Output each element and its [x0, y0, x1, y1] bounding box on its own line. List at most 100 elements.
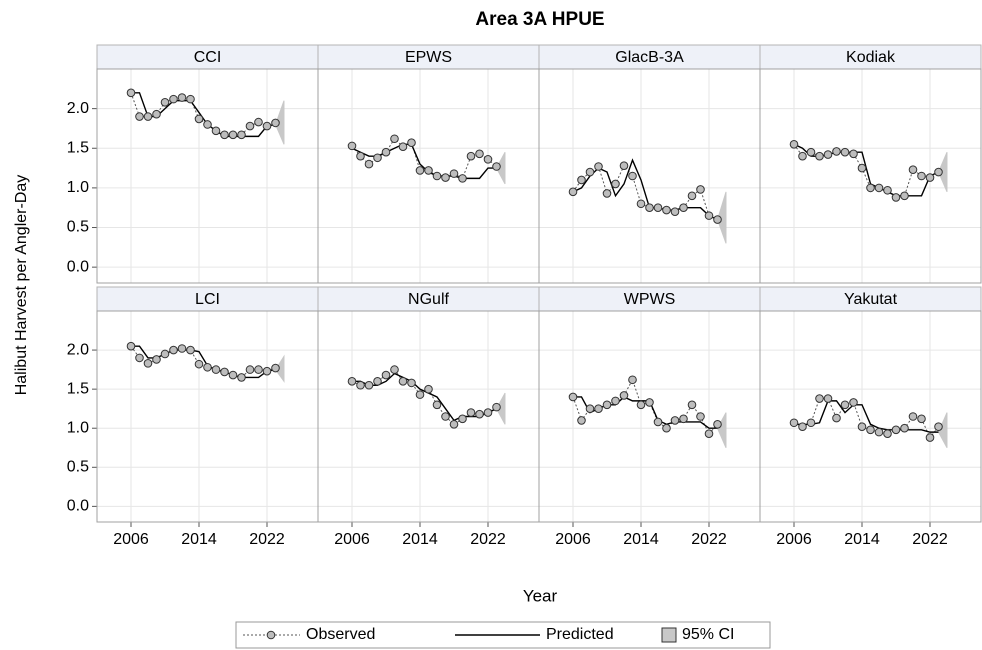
- observed-point: [602, 400, 612, 410]
- observed-point: [398, 142, 408, 151]
- observed-point: [262, 121, 272, 131]
- observed-point: [458, 414, 467, 424]
- observed-point: [135, 112, 144, 121]
- observed-point: [789, 418, 799, 428]
- chart-title: Area 3A HPUE: [475, 9, 604, 30]
- observed-point: [568, 187, 578, 197]
- panel-title: GlacB-3A: [615, 49, 684, 66]
- observed-point: [415, 166, 425, 175]
- observed-point: [466, 408, 476, 417]
- observed-point: [789, 139, 799, 149]
- ci-band: [274, 354, 285, 383]
- ci-band: [495, 392, 506, 425]
- observed-point: [262, 366, 272, 376]
- panel-title: EPWS: [405, 49, 452, 66]
- observed-point: [169, 345, 178, 355]
- observed-point: [653, 203, 663, 213]
- observed-point: [891, 425, 901, 435]
- observed-point: [849, 149, 858, 159]
- observed-point: [934, 167, 943, 177]
- panel-border: [759, 68, 982, 284]
- panel-frame: [539, 311, 760, 522]
- observed-point: [373, 377, 382, 386]
- observed-point: [874, 183, 884, 193]
- y-tick-label: 0.5: [67, 459, 89, 476]
- observed-point: [645, 203, 654, 213]
- observed-point: [815, 151, 824, 161]
- observed-point: [271, 118, 280, 128]
- y-tick-label: 1.5: [67, 380, 89, 397]
- observed-point: [619, 391, 629, 400]
- observed-point: [381, 147, 391, 157]
- panel-frame: [318, 69, 539, 283]
- observed-point: [900, 423, 909, 433]
- observed-point: [806, 147, 816, 157]
- observed-point: [704, 211, 714, 220]
- observed-point: [245, 365, 255, 374]
- observed-point: [585, 404, 595, 413]
- observed-point: [364, 159, 374, 169]
- observed-point: [160, 97, 170, 107]
- panel-title: WPWS: [624, 291, 676, 308]
- observed-point: [636, 400, 646, 410]
- observed-point: [815, 394, 824, 403]
- observed-point: [798, 422, 807, 431]
- x-tick-label: 2014: [181, 531, 217, 548]
- observed-point: [152, 355, 161, 364]
- observed-point: [203, 120, 212, 129]
- panel-title: CCI: [194, 49, 222, 66]
- observed-point: [220, 367, 229, 377]
- observed-point: [891, 193, 901, 202]
- observed-point: [177, 344, 187, 353]
- observed-point: [126, 341, 136, 351]
- observed-point: [390, 365, 399, 374]
- legend-ci-swatch: [661, 627, 677, 643]
- observed-point: [832, 413, 841, 423]
- observed-point: [160, 349, 170, 359]
- observed-point: [857, 163, 867, 173]
- observed-point: [415, 390, 425, 399]
- legend-label: 95% CI: [682, 626, 734, 643]
- x-tick-label: 2022: [691, 531, 727, 548]
- observed-point: [356, 151, 365, 161]
- observed-point: [449, 420, 459, 429]
- observed-point: [186, 94, 195, 104]
- observed-point: [577, 416, 586, 425]
- panel-header: [96, 44, 319, 70]
- observed-point: [696, 185, 705, 194]
- panel-header: [96, 286, 319, 312]
- y-tick-label: 0.0: [67, 498, 89, 515]
- x-tick-label: 2022: [912, 531, 948, 548]
- observed-point: [475, 409, 484, 419]
- panel-title: Yakutat: [844, 291, 898, 308]
- observed-point: [900, 191, 909, 201]
- observed-point: [356, 380, 365, 390]
- observed-point: [424, 166, 433, 175]
- observed-point: [143, 112, 153, 121]
- observed-point: [347, 141, 357, 151]
- observed-point: [483, 155, 493, 164]
- y-tick-label: 1.5: [67, 139, 89, 156]
- y-tick-label: 2.0: [67, 341, 89, 358]
- x-tick-label: 2014: [402, 531, 438, 548]
- observed-point: [466, 151, 476, 161]
- x-tick-label: 2022: [249, 531, 285, 548]
- observed-point: [568, 392, 578, 402]
- observed-point: [602, 189, 612, 198]
- observed-point: [585, 167, 595, 177]
- observed-point: [806, 418, 816, 428]
- observed-point: [254, 365, 263, 374]
- observed-point: [857, 422, 867, 431]
- observed-point: [883, 429, 892, 438]
- observed-point: [849, 398, 858, 407]
- ci-band: [495, 151, 506, 185]
- observed-point: [483, 408, 493, 417]
- observed-point: [254, 117, 263, 127]
- panel-header: [759, 286, 982, 312]
- observed-point: [687, 400, 697, 410]
- observed-point: [398, 377, 408, 386]
- observed-point: [823, 394, 833, 403]
- x-axis-label: Year: [523, 586, 558, 605]
- observed-point: [407, 138, 416, 148]
- ci-band: [716, 412, 727, 448]
